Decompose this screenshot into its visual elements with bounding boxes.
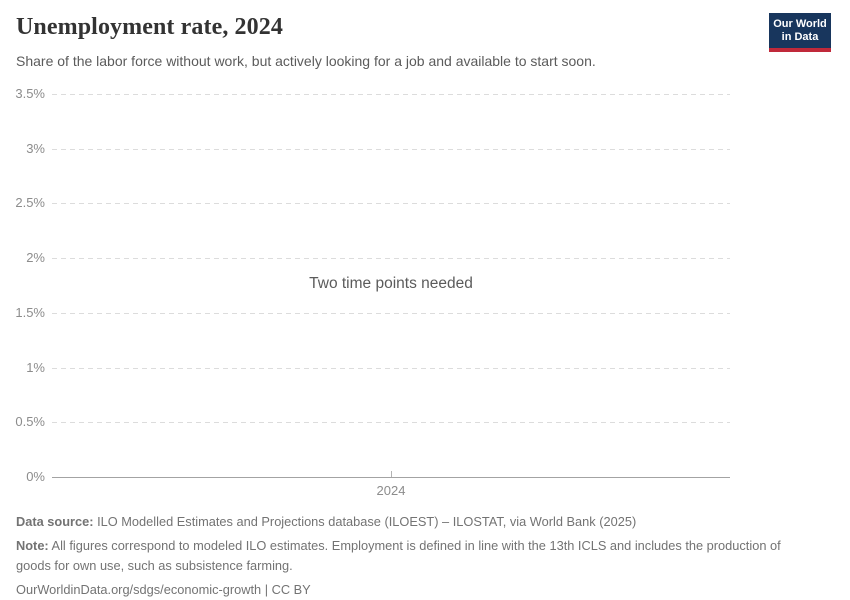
- y-gridline: [52, 367, 730, 369]
- y-gridline: [52, 312, 730, 314]
- chart-title: Unemployment rate, 2024: [16, 14, 283, 40]
- x-tick-mark: [391, 471, 392, 477]
- note-text: All figures correspond to modeled ILO es…: [16, 538, 781, 573]
- y-tick-label: 3%: [26, 140, 45, 156]
- y-tick-label: 0.5%: [15, 414, 45, 430]
- x-axis-line: [52, 477, 730, 478]
- data-source-text: ILO Modelled Estimates and Projections d…: [93, 514, 637, 529]
- y-tick-label: 2.5%: [15, 195, 45, 211]
- y-tick-label: 3.5%: [15, 86, 45, 101]
- license-text: CC BY: [271, 582, 311, 598]
- chart-subtitle: Share of the labor force without work, b…: [16, 53, 596, 69]
- empty-state-message: Two time points needed: [309, 275, 473, 292]
- y-tick-label: 2%: [26, 250, 45, 266]
- note-line: Note: All figures correspond to modeled …: [16, 536, 794, 575]
- y-gridline: [52, 258, 730, 260]
- y-tick-label: 0%: [26, 469, 45, 484]
- note-label: Note:: [16, 538, 49, 554]
- citation-url: OurWorldinData.org/sdgs/economic-growth: [16, 582, 262, 598]
- data-source-label: Data source:: [16, 514, 94, 529]
- logo-text-line1: Our World: [773, 17, 827, 30]
- data-source-line: Data source: ILO Modelled Estimates and …: [16, 512, 794, 531]
- owid-logo: Our World in Data: [769, 13, 831, 52]
- citation-separator: |: [261, 582, 272, 598]
- x-tick-label: 2024: [376, 483, 406, 498]
- y-gridline: [52, 148, 730, 150]
- y-gridline: [52, 422, 730, 424]
- y-tick-label: 1.5%: [15, 304, 45, 320]
- y-tick-label: 1%: [26, 359, 45, 375]
- y-gridline: [52, 203, 730, 205]
- chart-footer: Data source: ILO Modelled Estimates and …: [16, 512, 794, 600]
- citation-line: OurWorldinData.org/sdgs/economic-growth …: [16, 580, 794, 599]
- logo-text-line2: in Data: [781, 30, 819, 43]
- y-gridline: [52, 94, 730, 95]
